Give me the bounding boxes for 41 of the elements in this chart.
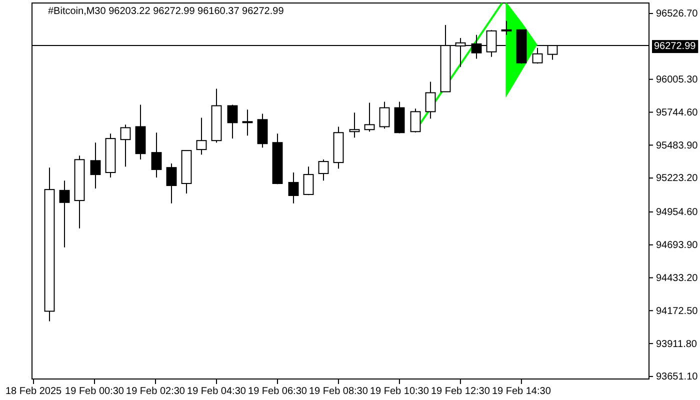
chart-title: #Bitcoin,M30 96203.22 96272.99 96160.37 96272.99 [48, 6, 284, 17]
candlestick [425, 81, 436, 120]
candlestick [242, 109, 253, 136]
candlestick [410, 108, 421, 133]
y-tick-label: 96526.70 [656, 8, 698, 20]
candlestick [120, 124, 131, 168]
x-tick-label: 19 Feb 14:30 [492, 386, 552, 398]
candlestick [364, 102, 375, 132]
candlestick [227, 104, 238, 140]
y-tick-label: 95223.20 [656, 173, 698, 184]
ref-line-label: 96272.99 [654, 41, 696, 52]
y-tick-label: 95744.60 [656, 107, 698, 118]
candlestick [90, 142, 101, 190]
candlestick [349, 112, 360, 138]
y-tick-label: 96005.30 [656, 74, 698, 86]
candlestick [532, 47, 543, 64]
x-tick-label: 19 Feb 02:30 [126, 386, 186, 398]
candlestick [501, 20, 512, 36]
x-tick-label: 19 Feb 04:30 [187, 386, 246, 398]
candlestick [303, 166, 314, 196]
candlestick [379, 101, 390, 130]
candlestick [196, 117, 207, 156]
y-tick-label: 94954.60 [656, 207, 698, 218]
y-tick-label: 95483.90 [656, 140, 698, 152]
x-tick-label: 19 Feb 08:30 [309, 386, 368, 398]
x-tick-label: 18 Feb 2025 [5, 386, 62, 398]
y-tick-label: 94693.90 [656, 240, 698, 252]
candlestick [151, 132, 162, 178]
x-tick-label: 19 Feb 10:30 [370, 386, 430, 398]
x-tick-label: 19 Feb 00:30 [65, 386, 124, 398]
y-tick-label: 93911.80 [656, 338, 698, 350]
x-tick-label: 19 Feb 12:30 [430, 386, 490, 398]
x-tick-label: 19 Feb 06:30 [248, 386, 308, 398]
candlestick [257, 113, 268, 148]
candlestick [288, 172, 299, 204]
y-tick-label: 94433.20 [656, 272, 698, 284]
y-tick-label: 94172.50 [656, 306, 698, 317]
candlestick [318, 159, 329, 182]
y-tick-label: 93651.10 [656, 372, 698, 383]
candlestick [59, 180, 70, 248]
candlestick [166, 163, 177, 204]
